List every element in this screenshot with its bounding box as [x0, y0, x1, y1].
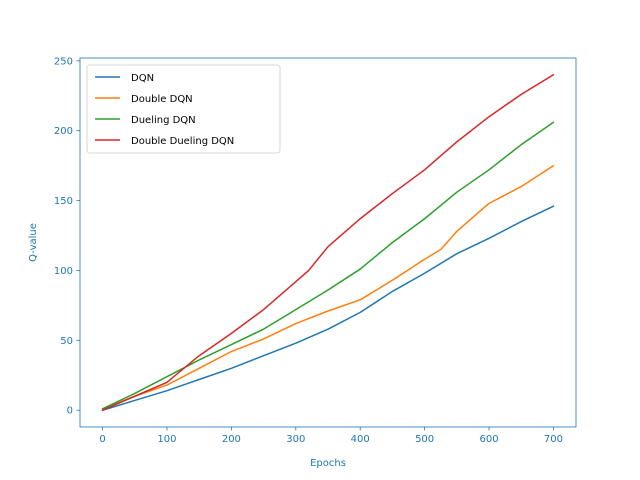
x-tick-label: 500 [415, 434, 434, 445]
x-tick-label: 0 [99, 434, 105, 445]
series-line-dueling-dqn [101, 121, 555, 410]
legend-box [86, 64, 281, 154]
x-tick-label: 400 [351, 434, 370, 445]
axes-frame [79, 57, 577, 428]
y-tick-label: 50 [60, 336, 73, 347]
y-axis-ticks: 0 50 100 150 200 250 [54, 56, 80, 417]
legend-label-double-dueling-dqn: Double Dueling DQN [131, 136, 234, 147]
y-tick-label: 150 [54, 196, 73, 207]
y-tick-label: 200 [54, 126, 73, 137]
legend-label-dqn: DQN [131, 73, 154, 84]
x-tick-label: 100 [157, 434, 176, 445]
series-line-double-dueling-dqn [101, 74, 555, 411]
y-tick-label: 250 [54, 56, 73, 67]
x-tick-label: 300 [286, 434, 305, 445]
legend-label-double-dqn: Double DQN [131, 94, 193, 105]
legend-label-dueling-dqn: Dueling DQN [131, 115, 196, 126]
legend: DQN Double DQN Dueling DQN Double Dueling D… [86, 64, 281, 154]
x-axis-label: Epochs [310, 458, 346, 469]
series-line-double-dqn [101, 164, 555, 410]
series-line-dqn [101, 205, 555, 411]
y-axis-label: Q-value [28, 223, 39, 262]
y-tick-label: 0 [67, 406, 73, 417]
x-tick-label: 200 [222, 434, 241, 445]
y-tick-label: 100 [54, 266, 73, 277]
x-axis-ticks: 0 100 200 300 400 500 600 700 [99, 427, 563, 445]
x-tick-label: 600 [479, 434, 498, 445]
plot-area [79, 57, 577, 428]
x-tick-label: 700 [544, 434, 563, 445]
